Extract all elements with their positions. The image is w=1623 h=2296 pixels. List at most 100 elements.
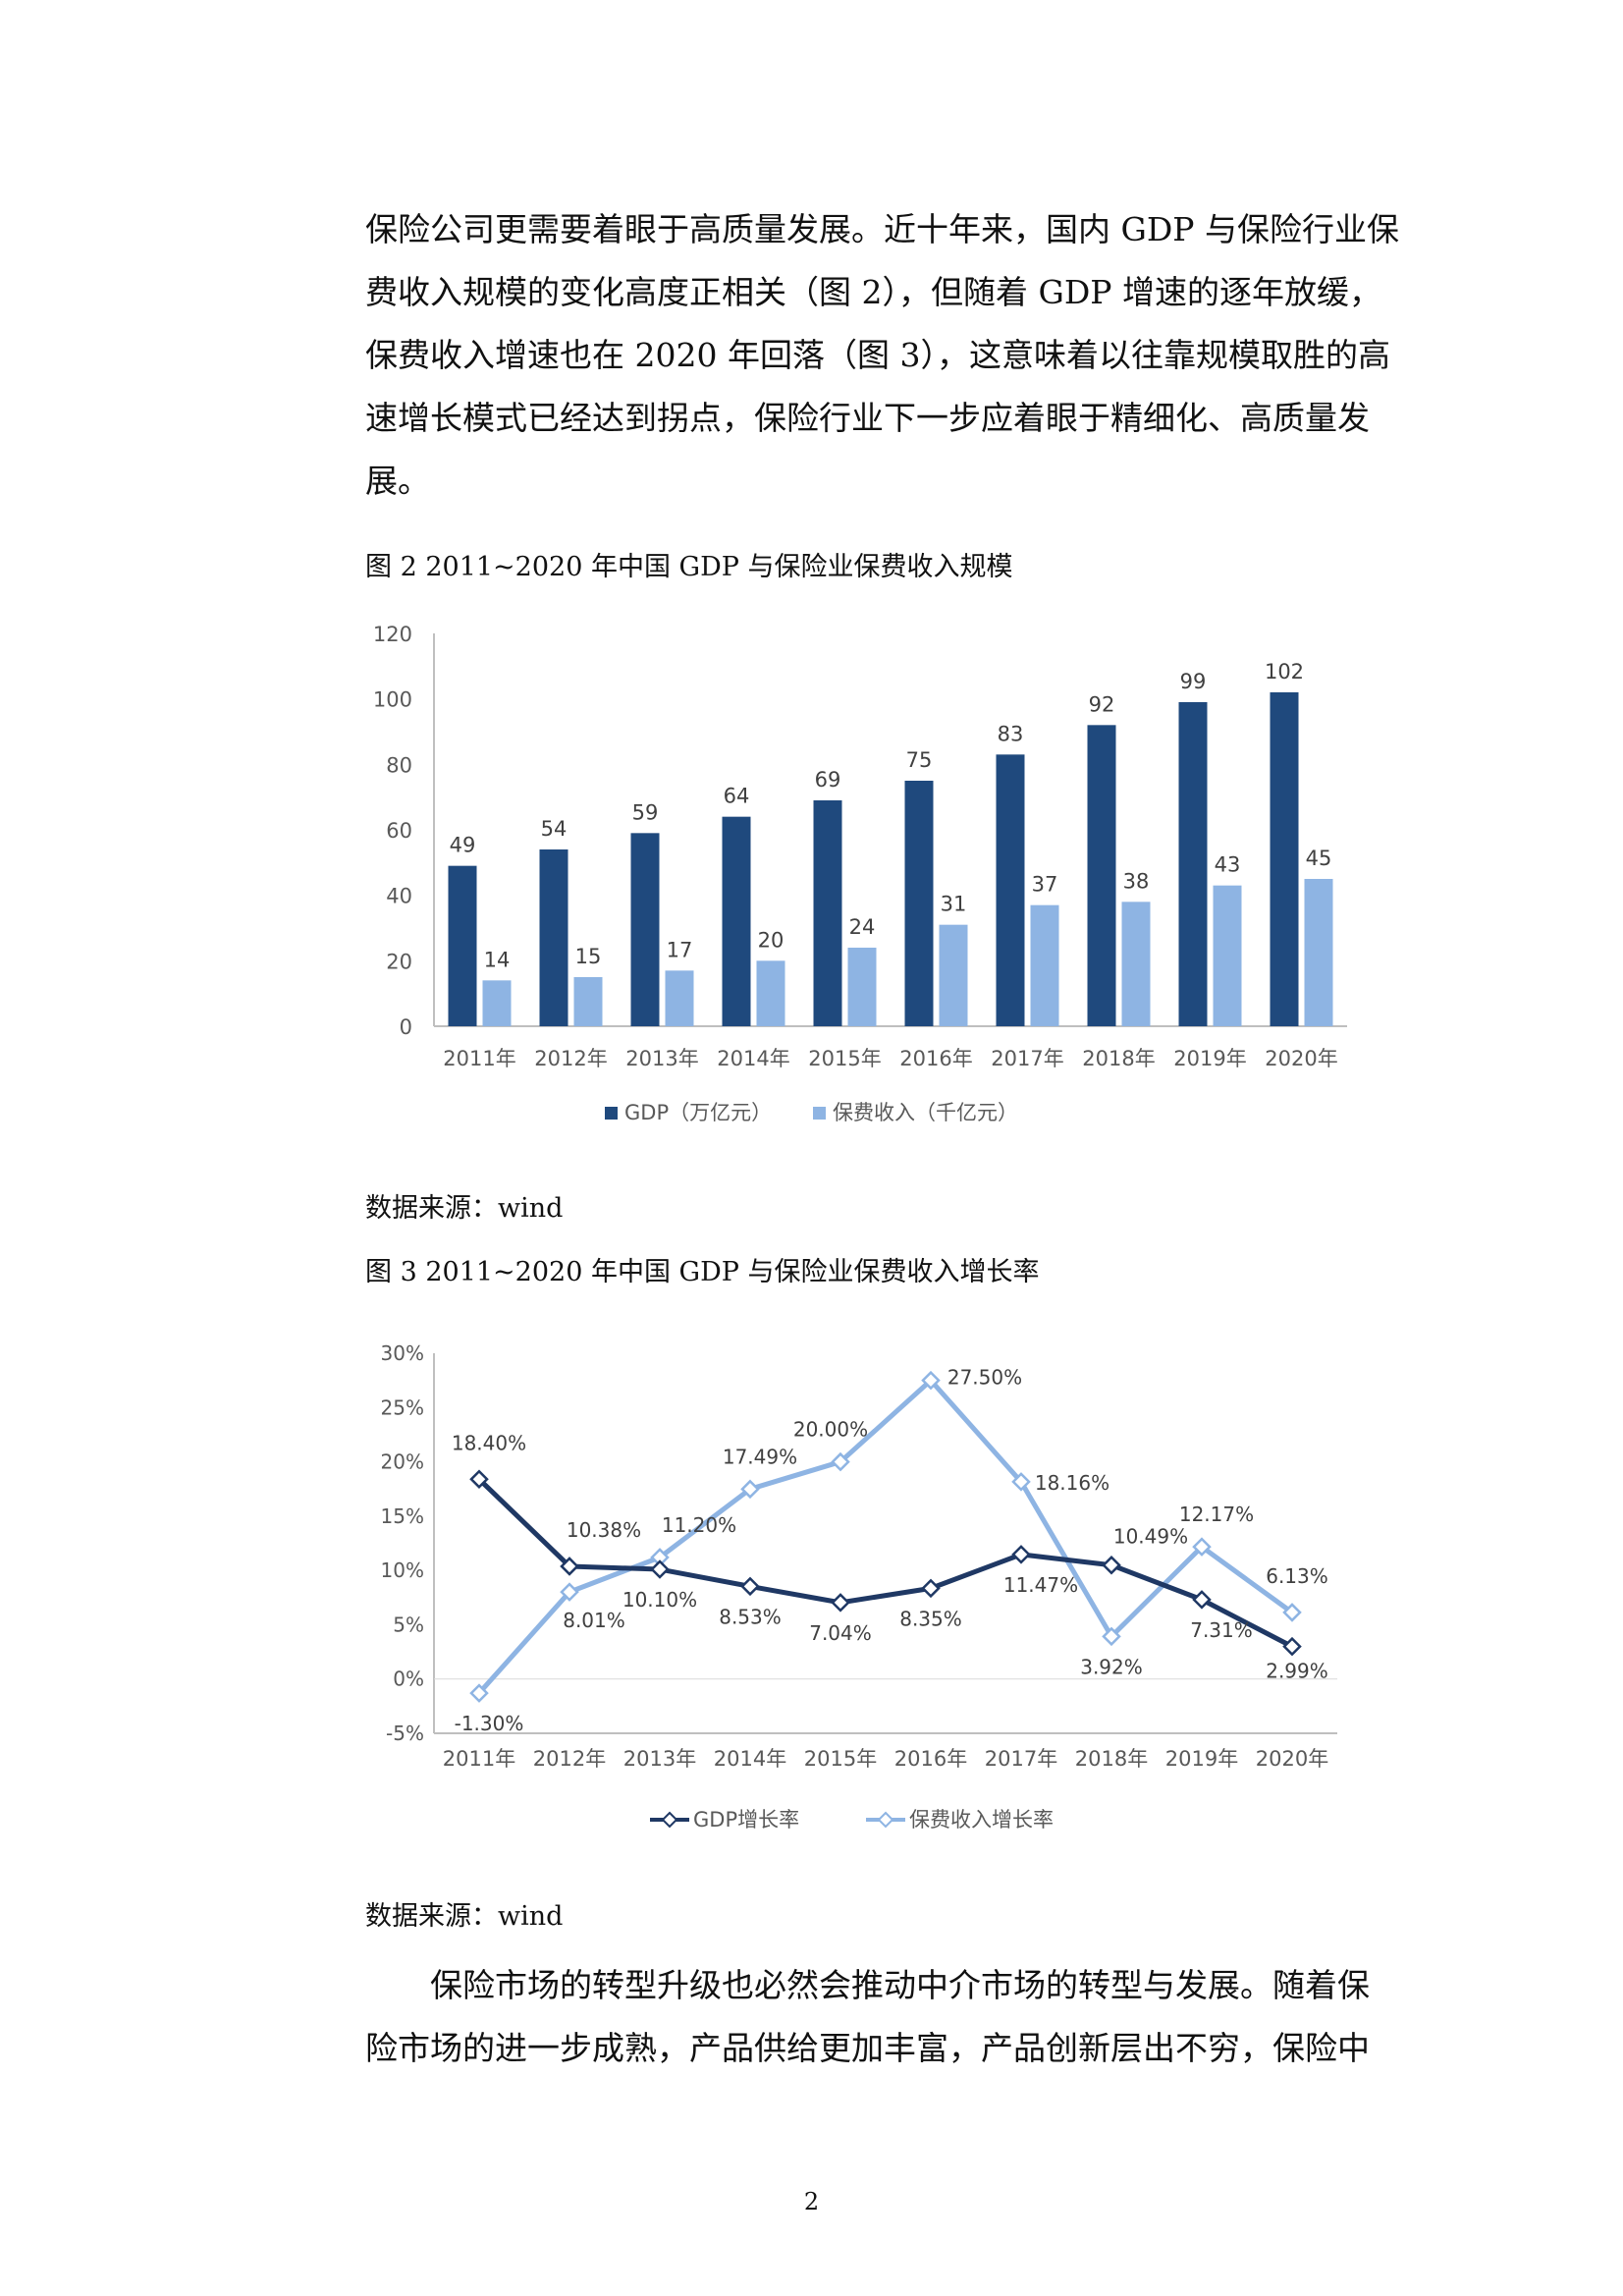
data-label: 15 [575, 945, 602, 968]
marker-point [921, 1578, 941, 1599]
data-label: 17 [667, 938, 693, 961]
marker-point [560, 1557, 579, 1576]
body-paragraph-1: 保险公司更需要着眼于高质量发展。近十年来，国内 GDP 与保险行业保 费收入规模… [365, 198, 1400, 513]
marker-point [1192, 1537, 1212, 1557]
x-tick-label: 2018年 [1075, 1747, 1148, 1771]
paragraph-line: 展。 [365, 462, 430, 500]
bar-premium [1213, 885, 1242, 1026]
paragraph-line: 保费收入增速也在 2020 年回落（图 3），这意味着以往靠规模取胜的高 [365, 336, 1390, 374]
x-tick-label: 2016年 [899, 1047, 972, 1070]
y-tick-label: 30% [381, 1341, 424, 1365]
x-tick-label: 2011年 [443, 1047, 515, 1070]
data-label: 27.50% [947, 1366, 1022, 1390]
y-tick-label: 80 [386, 753, 412, 777]
paragraph-line: 险市场的进一步成熟，产品供给更加丰富，产品创新层出不穷，保险中 [365, 2029, 1370, 2067]
bar-gdp [996, 754, 1025, 1026]
marker-point [469, 1469, 489, 1490]
bar-gdp [904, 781, 934, 1026]
marker-point [1011, 1545, 1031, 1564]
legend-label: GDP增长率 [693, 1808, 799, 1831]
data-label: 12.17% [1179, 1503, 1254, 1526]
data-label: 18.16% [1035, 1471, 1109, 1495]
gdp-growth-line [477, 1477, 1294, 1649]
data-label: 7.31% [1190, 1618, 1253, 1642]
data-label: 43 [1215, 853, 1241, 877]
bar-gdp [722, 816, 751, 1026]
data-label: 31 [941, 893, 967, 916]
x-tick-label: 2015年 [804, 1747, 877, 1771]
x-tick-label: 2016年 [894, 1747, 967, 1771]
x-tick-label: 2012年 [534, 1047, 607, 1070]
x-tick-label: 2013年 [625, 1047, 698, 1070]
data-label: 59 [632, 800, 659, 824]
data-label: 49 [450, 834, 476, 857]
bar-chart-svg: 0 20 40 60 80 100 120 2011年 49 14 2012年 54 15 2013年 59… [373, 623, 1347, 1124]
legend-swatch [813, 1107, 826, 1120]
marker-point [1102, 1626, 1121, 1647]
marker-point [1282, 1603, 1302, 1622]
bar-premium [482, 980, 512, 1026]
body-paragraph-2: 保险市场的转型升级也必然会推动中介市场的转型与发展。随着保 险市场的进一步成熟，… [365, 1954, 1386, 2080]
bar-gdp [448, 865, 477, 1026]
data-label: 99 [1180, 670, 1207, 693]
figure-3-caption: 图 3 2011~2020 年中国 GDP 与保险业保费收入增长率 [365, 1257, 1040, 1287]
bar-gdp [813, 800, 842, 1026]
data-label: 10.38% [567, 1518, 641, 1542]
x-tick-label: 2013年 [623, 1747, 696, 1771]
legend-label: 保费收入（千亿元） [833, 1101, 1018, 1124]
bar-gdp [1087, 725, 1116, 1026]
marker-point [831, 1451, 850, 1472]
premium-growth-line [477, 1378, 1294, 1695]
data-label: 69 [815, 768, 841, 792]
data-label: 11.47% [1003, 1573, 1078, 1597]
marker-point [831, 1593, 850, 1613]
bar-gdp [630, 833, 660, 1026]
paragraph-line: 保险市场的转型升级也必然会推动中介市场的转型与发展。随着保 [430, 1966, 1370, 2004]
bar-premium [1121, 902, 1151, 1026]
legend-marker [661, 1811, 678, 1829]
data-label: 3.92% [1080, 1655, 1143, 1678]
data-label: 14 [484, 948, 511, 971]
x-tick-label: 2020年 [1256, 1747, 1328, 1771]
y-tick-label: 15% [381, 1504, 424, 1528]
data-label: 8.53% [719, 1605, 782, 1628]
y-tick-label: 40 [386, 885, 412, 908]
x-tick-label: 2014年 [714, 1747, 786, 1771]
paragraph-line: 速增长模式已经达到拐点，保险行业下一步应着眼于精细化、高质量发 [365, 399, 1370, 437]
marker-point [740, 1479, 760, 1500]
bar-premium [665, 970, 694, 1026]
data-label: -1.30% [455, 1712, 524, 1735]
data-label: 38 [1123, 869, 1150, 893]
x-tick-label: 2012年 [533, 1747, 606, 1771]
y-tick-label: 0 [400, 1015, 412, 1039]
paragraph-line: 保险公司更需要着眼于高质量发展。近十年来，国内 GDP 与保险行业保 [365, 210, 1400, 248]
data-label: 10.10% [622, 1588, 697, 1612]
data-label: 92 [1089, 692, 1115, 716]
marker-point [560, 1582, 579, 1602]
legend-marker [877, 1811, 894, 1829]
y-tick-label: 120 [373, 623, 412, 646]
data-label: 7.04% [809, 1621, 872, 1645]
data-label: 8.01% [563, 1609, 625, 1632]
y-tick-label: -5% [386, 1722, 424, 1745]
x-tick-label: 2019年 [1173, 1047, 1246, 1070]
y-tick-label: 5% [393, 1613, 424, 1636]
marker-point [650, 1559, 670, 1579]
y-tick-label: 100 [373, 688, 412, 712]
marker-point [1011, 1472, 1031, 1492]
data-label: 6.13% [1266, 1564, 1328, 1588]
bar-premium [939, 924, 968, 1026]
line-chart-svg: -5% 0% 5% 10% 15% 20% 25% 30% 2011年 2012年 2013年 201… [381, 1341, 1337, 1831]
figure-3-source: 数据来源：wind [365, 1901, 564, 1932]
data-label: 54 [541, 817, 568, 841]
bar-gdp [539, 849, 568, 1026]
x-tick-label: 2017年 [991, 1047, 1063, 1070]
data-label: 24 [849, 915, 876, 939]
marker-point [469, 1683, 489, 1703]
data-label: 64 [724, 785, 750, 808]
bar-premium [847, 948, 877, 1026]
bar-chart-figure-2: 0 20 40 60 80 100 120 2011年 49 14 2012年 54 15 2013年 59… [365, 604, 1386, 1149]
y-tick-label: 0% [393, 1667, 424, 1691]
data-label: 83 [998, 722, 1024, 745]
x-tick-label: 2011年 [443, 1747, 515, 1771]
